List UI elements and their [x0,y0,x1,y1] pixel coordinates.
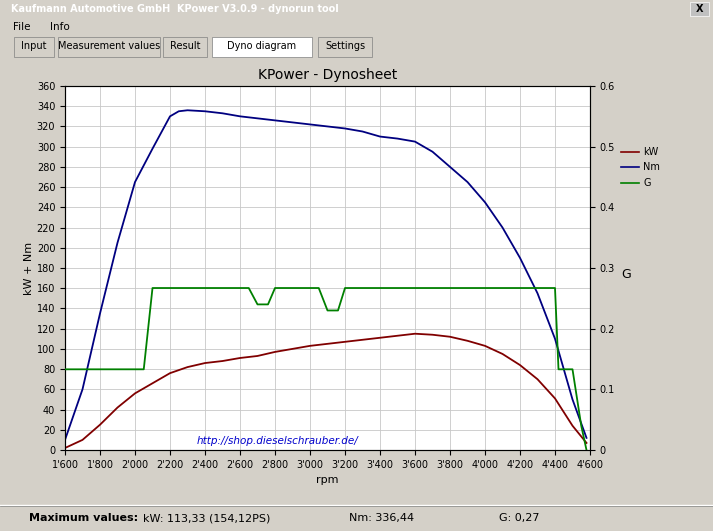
Text: Maximum values:: Maximum values: [29,513,138,524]
Text: Result: Result [170,41,200,51]
Y-axis label: kW + Nm: kW + Nm [24,242,34,295]
Text: G: G [643,177,651,187]
FancyBboxPatch shape [212,37,312,57]
Text: G: 0,27: G: 0,27 [499,513,540,524]
Text: Input: Input [21,41,47,51]
FancyBboxPatch shape [318,37,372,57]
Text: File: File [13,22,31,32]
Text: Nm: 336,44: Nm: 336,44 [349,513,414,524]
Text: http://shop.dieselschrauber.de/: http://shop.dieselschrauber.de/ [196,436,358,446]
Title: KPower - Dynosheet: KPower - Dynosheet [258,68,397,82]
FancyBboxPatch shape [163,37,207,57]
X-axis label: rpm: rpm [317,475,339,485]
Text: kW: kW [643,147,658,157]
Y-axis label: G: G [621,268,631,281]
Text: X: X [696,4,704,14]
FancyBboxPatch shape [58,37,160,57]
Text: Dyno diagram: Dyno diagram [227,41,297,51]
Text: kW: 113,33 (154,12PS): kW: 113,33 (154,12PS) [143,513,270,524]
Text: Nm: Nm [643,162,660,172]
Text: Settings: Settings [325,41,365,51]
FancyBboxPatch shape [690,2,709,16]
FancyBboxPatch shape [14,37,54,57]
Text: Measurement values: Measurement values [58,41,160,51]
Text: Info: Info [50,22,70,32]
Text: Kaufmann Automotive GmbH  KPower V3.0.9 - dynorun tool: Kaufmann Automotive GmbH KPower V3.0.9 -… [11,4,339,14]
